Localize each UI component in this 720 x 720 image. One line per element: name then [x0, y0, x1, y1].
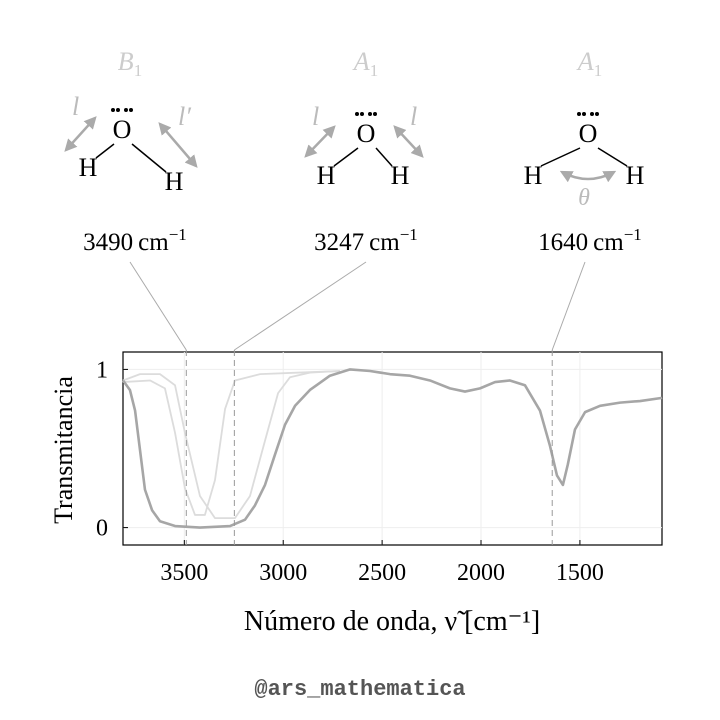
- x-tick-label: 1500: [556, 560, 604, 586]
- connector: [551, 261, 586, 351]
- lone-pair-dot: [577, 112, 581, 116]
- x-axis-label: Número de onda, ν̃ [cm⁻¹]: [244, 606, 540, 637]
- lone-pair-dot: [595, 112, 599, 116]
- symmetry-label: A1: [576, 47, 602, 80]
- symmetry-index: 1: [370, 61, 379, 80]
- connector: [234, 261, 367, 351]
- lone-pair-dot: [373, 112, 377, 116]
- atom: O: [357, 119, 376, 148]
- atom: H: [165, 167, 184, 196]
- atom: O: [579, 119, 598, 148]
- symmetry-index: 1: [594, 61, 603, 80]
- atom: H: [79, 153, 98, 182]
- symmetry-letter: B: [118, 47, 134, 76]
- wavenumber-value: 1640: [538, 229, 588, 256]
- wavenumber-exponent: −1: [624, 225, 642, 244]
- atom: H: [317, 161, 336, 190]
- bond: [540, 147, 581, 167]
- x-tick-label: 3500: [160, 560, 208, 586]
- x-tick-label: 2000: [457, 560, 505, 586]
- bond-label: l: [72, 92, 79, 121]
- y-axis-label: Transmitancia: [49, 376, 78, 524]
- stretch-arrow: [393, 125, 424, 158]
- bond: [95, 143, 115, 159]
- wavenumber-exponent: −1: [169, 225, 187, 244]
- symmetry-label: B1: [118, 47, 142, 80]
- connector: [129, 261, 187, 351]
- stretch-arrow: [304, 125, 336, 158]
- lone-pair-dot: [368, 112, 372, 116]
- lone-pair-dot: [124, 108, 128, 112]
- bond-label: l′: [178, 102, 191, 131]
- lone-pair-dot: [590, 112, 594, 116]
- wavenumber-unit: cm: [138, 229, 169, 256]
- lone-pair-dot: [360, 112, 364, 116]
- wavenumber-label: 1640 cm−1: [538, 225, 642, 256]
- lone-pair-dot: [129, 108, 133, 112]
- atom: H: [524, 161, 543, 190]
- wavenumber-unit: cm: [369, 229, 400, 256]
- wavenumber-unit: cm: [593, 229, 624, 256]
- lone-pair-dot: [582, 112, 586, 116]
- bond: [375, 147, 393, 167]
- plot-frame: [122, 351, 663, 546]
- wavenumber-label: 3490 cm−1: [83, 225, 187, 256]
- symmetry-index: 1: [134, 61, 143, 80]
- bond-label: l: [410, 102, 417, 131]
- y-tick-label: 0: [96, 516, 108, 542]
- y-tick-label: 1: [96, 357, 108, 383]
- stretch-arrow: [158, 122, 198, 168]
- spectrum-line: [121, 368, 663, 529]
- wavenumber-exponent: −1: [400, 225, 418, 244]
- atom: H: [626, 161, 645, 190]
- wavenumber-label: 3247 cm−1: [314, 225, 418, 256]
- lone-pair-dot: [355, 112, 359, 116]
- wavenumber-value: 3247: [314, 229, 364, 256]
- symmetry-letter: A: [576, 47, 594, 76]
- atom: H: [391, 161, 410, 190]
- lone-pair-dot: [116, 108, 120, 112]
- lone-pair-dot: [111, 108, 115, 112]
- symmetry-letter: A: [352, 47, 370, 76]
- bond: [333, 147, 359, 167]
- bond-label: l: [312, 102, 319, 131]
- stretch-arrow: [64, 116, 97, 152]
- bond: [597, 147, 628, 167]
- atom: O: [113, 115, 132, 144]
- angle-label: θ: [578, 185, 590, 211]
- x-tick-label: 2500: [358, 560, 406, 586]
- bend-arrow: [559, 170, 617, 183]
- bond: [131, 143, 167, 173]
- wavenumber-value: 3490: [83, 229, 133, 256]
- symmetry-label: A1: [352, 47, 378, 80]
- x-tick-label: 3000: [259, 560, 307, 586]
- footer: @ars_mathematica: [254, 677, 465, 702]
- spectrum-line: [122, 370, 341, 520]
- spectrum-line: [122, 370, 341, 516]
